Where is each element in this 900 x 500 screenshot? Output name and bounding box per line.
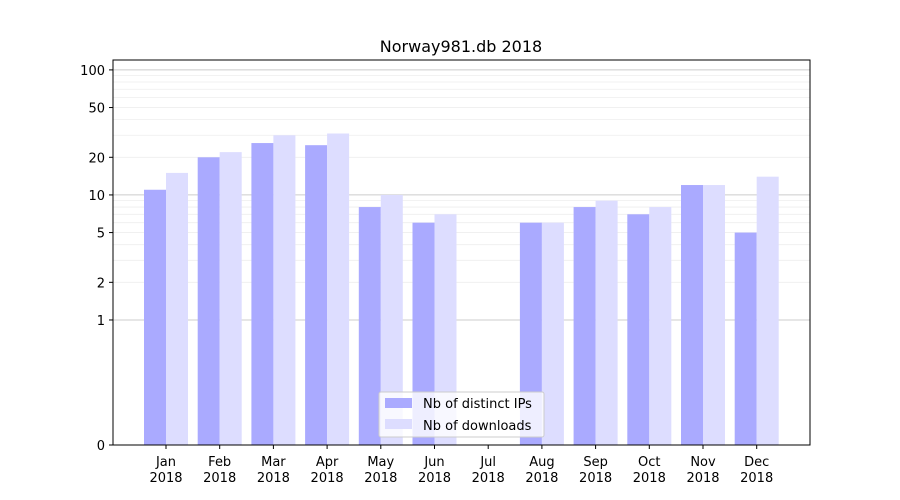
x-tick-label-month: Sep	[583, 455, 608, 470]
x-tick-label-year: 2018	[579, 471, 612, 486]
legend-label-distinct-ips: Nb of distinct IPs	[423, 397, 532, 412]
y-tick-label: 1	[97, 314, 105, 329]
bar-downloads	[541, 222, 564, 445]
bar-distinct-ips	[358, 207, 381, 445]
bar-downloads	[756, 176, 779, 445]
bar-downloads	[595, 200, 618, 445]
x-tick-label-year: 2018	[525, 471, 558, 486]
x-tick-label-year: 2018	[740, 471, 773, 486]
legend-label-downloads: Nb of downloads	[423, 419, 532, 434]
bar-downloads	[327, 133, 350, 445]
x-tick-label-month: Apr	[316, 455, 339, 470]
y-tick-label: 50	[88, 102, 105, 117]
bar-distinct-ips	[251, 143, 274, 445]
bar-distinct-ips	[627, 214, 650, 445]
bar-downloads	[380, 194, 403, 445]
bars	[144, 133, 779, 445]
bar-distinct-ips	[144, 189, 166, 445]
x-tick-label-month: Nov	[690, 455, 716, 470]
x-tick-label-year: 2018	[311, 471, 344, 486]
y-tick-label: 20	[88, 151, 105, 166]
x-tick-label-month: Jun	[423, 455, 444, 470]
y-tick-label: 100	[80, 64, 105, 79]
y-tick-label: 10	[88, 189, 105, 204]
chart-title: Norway981.db 2018	[380, 37, 542, 56]
legend-swatch-downloads	[385, 419, 412, 429]
y-tick-label: 2	[97, 276, 105, 291]
legend-swatch-distinct-ips	[385, 398, 412, 408]
x-tick-label-year: 2018	[686, 471, 719, 486]
legend-box	[378, 391, 545, 438]
bar-downloads	[703, 185, 725, 445]
x-tick-label-month: Mar	[261, 455, 286, 470]
y-tick-label: 0	[97, 439, 105, 454]
x-tick-label-month: Jul	[479, 455, 496, 470]
bar-distinct-ips	[573, 207, 596, 445]
y-axis: 0 1 2 5 10 20 50 100	[80, 64, 113, 454]
x-tick-label-year: 2018	[364, 471, 397, 486]
bar-downloads	[273, 135, 296, 445]
x-tick-label-month: Dec	[744, 455, 769, 470]
y-tick-label: 5	[97, 227, 105, 242]
plot-frame	[112, 59, 811, 446]
x-tick-label-month: Jan	[155, 455, 176, 470]
x-tick-label-year: 2018	[257, 471, 290, 486]
bar-distinct-ips	[197, 157, 220, 445]
x-tick-label-year: 2018	[418, 471, 451, 486]
x-axis: Jan2018Feb2018Mar2018Apr2018May2018Jun20…	[149, 445, 773, 486]
x-tick-label-year: 2018	[633, 471, 666, 486]
x-tick-label-month: Oct	[638, 455, 660, 470]
x-tick-label-month: Aug	[529, 455, 554, 470]
bar-downloads	[649, 207, 672, 445]
bar-distinct-ips	[519, 222, 542, 445]
bar-distinct-ips	[734, 232, 757, 445]
bar-distinct-ips	[412, 222, 435, 445]
legend: Nb of distinct IPs Nb of downloads	[378, 391, 545, 438]
bar-distinct-ips	[305, 145, 328, 445]
x-tick-label-year: 2018	[149, 471, 182, 486]
bar-downloads	[219, 152, 242, 445]
bar-downloads	[434, 214, 457, 445]
x-tick-label-month: May	[367, 455, 394, 470]
bar-distinct-ips	[681, 185, 703, 445]
x-tick-label-year: 2018	[203, 471, 236, 486]
bar-downloads	[166, 172, 188, 445]
x-tick-label-month: Feb	[208, 455, 231, 470]
x-tick-label-year: 2018	[472, 471, 505, 486]
